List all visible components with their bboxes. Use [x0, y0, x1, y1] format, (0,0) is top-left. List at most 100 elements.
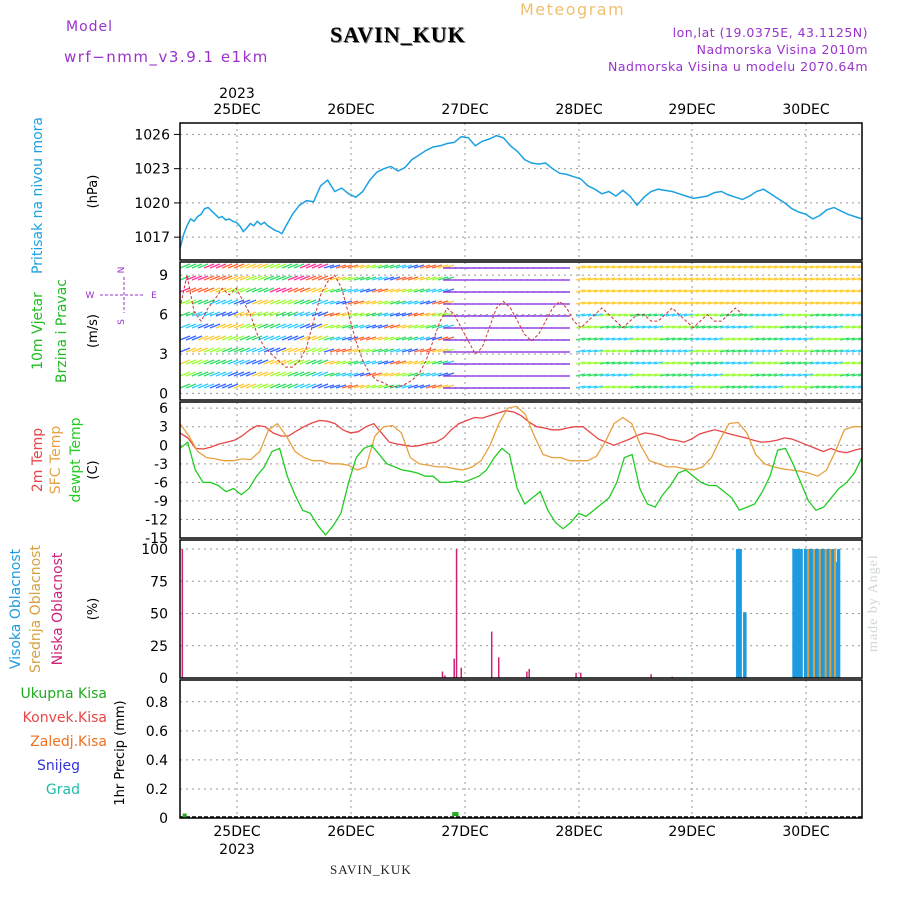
wind-arrow: [383, 360, 395, 365]
wind-arrow: [239, 371, 251, 377]
wind-arrow: [239, 383, 251, 389]
wind-arrow: [293, 347, 305, 353]
wind-arrow: [617, 385, 628, 389]
wind-arrow: [809, 289, 820, 293]
wind-axis-label-2: Brzina i Pravac: [54, 279, 70, 383]
wind-arrow: [221, 323, 233, 329]
wind-arrow: [383, 300, 395, 305]
wind-arrow: [401, 336, 413, 341]
wind-arrow: [425, 276, 437, 281]
wind-arrow: [731, 337, 742, 341]
wind-arrow: [623, 337, 634, 341]
wind-arrow: [413, 300, 425, 305]
wind-arrow: [269, 311, 281, 317]
wind-arrow: [707, 325, 718, 329]
panel-frame-temperature: [179, 401, 863, 539]
wind-arrow: [671, 361, 682, 365]
wind-arrow: [233, 323, 245, 329]
wind-arrow: [251, 371, 263, 377]
wind-arrow: [611, 337, 622, 341]
precip-tick-label: 0.8: [146, 695, 168, 711]
wind-arrow: [323, 288, 335, 293]
wind-arrow: [275, 359, 287, 365]
wind-arrow: [359, 312, 371, 317]
wind-arrow: [377, 372, 389, 377]
bottom-day-label: 28DEC: [555, 824, 602, 840]
wind-arrow: [245, 359, 257, 365]
wind-arrow: [797, 277, 808, 281]
wind-arrow: [353, 372, 365, 377]
wind-arrow: [575, 289, 586, 293]
wind-arrow: [371, 336, 383, 341]
wind-arrow: [821, 325, 832, 329]
wind-arrow: [377, 300, 389, 305]
wind-arrow: [737, 361, 748, 365]
temp-legend-label: SFC Temp: [48, 426, 64, 495]
wind-arrow: [677, 373, 688, 377]
wind-arrow: [209, 275, 221, 281]
wind-arrow: [185, 263, 197, 269]
wind-arrow: [365, 276, 377, 281]
wind-arrow: [431, 300, 443, 305]
wind-arrow: [305, 311, 317, 317]
wind-arrow: [779, 337, 790, 341]
wind-arrow: [671, 325, 682, 329]
wind-arrow: [311, 275, 323, 281]
wind-arrow: [695, 265, 706, 269]
wind-arrow: [743, 265, 754, 269]
cloud-bar-low_cloud: [497, 657, 500, 678]
wind-arrow: [191, 323, 203, 329]
wind-arrow: [431, 360, 443, 365]
wind-arrow: [311, 335, 323, 341]
wind-arrow: [839, 313, 850, 317]
wind-arrow: [191, 275, 203, 281]
wind-arrow: [191, 299, 203, 305]
wind-arrow: [581, 301, 592, 305]
wind-arrow: [857, 314, 862, 317]
wind-arrow: [641, 349, 652, 353]
wind-arrow: [317, 275, 329, 281]
wind-arrow: [221, 347, 233, 353]
wind-arrow: [371, 276, 383, 281]
wind-arrow: [665, 385, 676, 389]
wind-arrow: [707, 289, 718, 293]
wind-arrow: [641, 301, 652, 305]
wind-arrow: [821, 301, 832, 305]
precip-legend-label: Ukupna Kisa: [20, 686, 107, 702]
wind-arrow: [725, 361, 736, 365]
cloud-bar-high_cloud: [738, 549, 742, 678]
wind-arrow: [407, 348, 419, 353]
wind-arrow: [197, 335, 209, 341]
wind-arrow: [605, 337, 616, 341]
model-name: wrf−nmm_v3.9.1 e1km: [64, 48, 269, 66]
wind-arrow: [353, 384, 365, 389]
wind-arrow: [593, 361, 604, 365]
wind-arrow: [665, 349, 676, 353]
pressure-tick-label: 1017: [134, 230, 170, 246]
wind-arrow: [185, 287, 197, 293]
wind-arrow: [575, 349, 586, 353]
wind-arrow: [317, 359, 329, 365]
top-day-label: 26DEC: [327, 102, 374, 118]
wind-arrow: [617, 301, 628, 305]
wind-arrow: [341, 312, 353, 317]
precip-bar: [452, 812, 457, 817]
compass-w: W: [86, 291, 95, 301]
bottom-day-label: 25DEC: [213, 824, 260, 840]
wind-arrow: [839, 265, 850, 269]
wind-arrow: [383, 336, 395, 341]
wind-arrow: [647, 301, 658, 305]
wind-arrow: [713, 349, 724, 353]
wind-arrow: [215, 383, 227, 389]
wind-arrow: [761, 313, 772, 317]
cloud-bar-low_cloud: [528, 668, 530, 678]
wind-arrow: [227, 263, 239, 269]
wind-arrow: [377, 324, 389, 329]
wind-arrow: [293, 311, 305, 317]
wind-arrow: [401, 264, 413, 269]
wind-arrow: [833, 373, 844, 377]
wind-arrow: [275, 311, 287, 317]
wind-arrow: [413, 312, 425, 317]
wind-arrow: [773, 361, 784, 365]
wind-arrow: [611, 361, 622, 365]
